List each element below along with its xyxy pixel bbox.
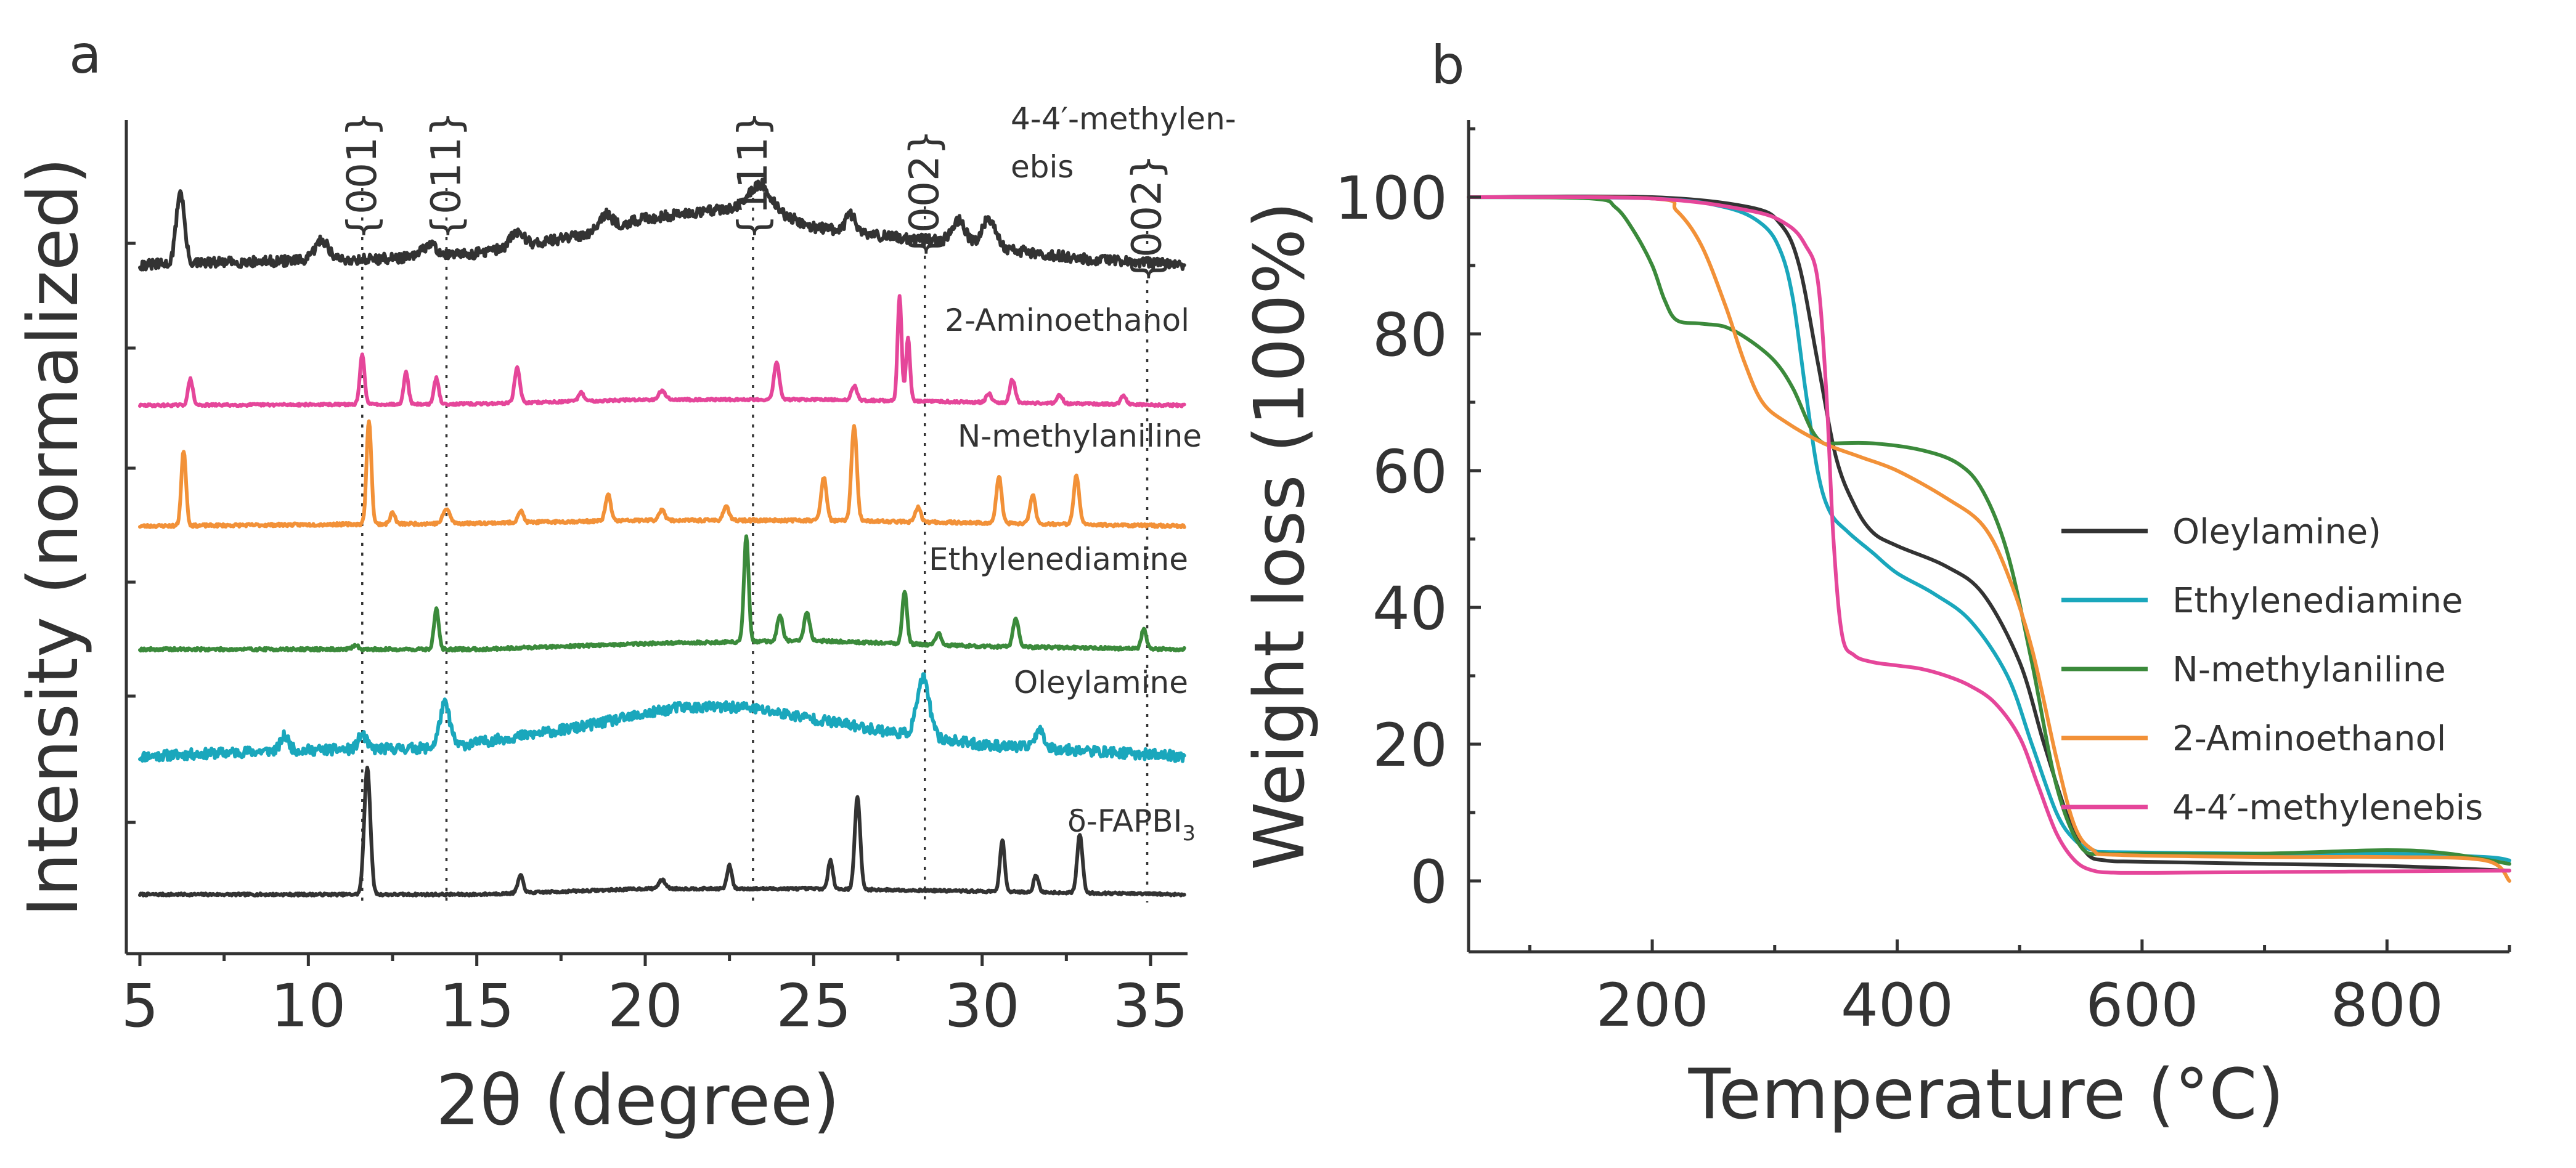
xrd-y-axis-label: Intensity (normalized): [14, 158, 94, 917]
tga-series-n-methylaniline: [1467, 195, 2511, 866]
tga-x-tick-label-200: 200: [1596, 971, 1708, 1040]
legend-label-oleylamine: Oleylamine): [2172, 512, 2381, 552]
xrd-x-tick-label-25: 25: [776, 971, 851, 1040]
tga-x-tick-label-600: 600: [2085, 971, 2198, 1040]
xrd-series-label-4: 2-Aminoethanol: [945, 302, 1189, 338]
tga-series-4-4-methylenebis: [1467, 195, 2511, 875]
tga-y-axis-label: Weight loss (100%): [1240, 201, 1320, 870]
xrd-chart: {001} {011} {111} {002} {002} δ-FAPBI3Oleyla…: [14, 101, 1236, 1141]
xrd-x-tick-label-35: 35: [1113, 971, 1188, 1040]
panel-label-a: a: [69, 24, 102, 86]
reference-label-1: {011}: [422, 111, 470, 240]
reference-label-0: {001}: [338, 111, 386, 240]
legend-label-2-aminoethanol: 2-Aminoethanol: [2172, 719, 2446, 759]
xrd-series-n-methylaniline: [138, 419, 1186, 529]
xrd-x-tick-label-30: 30: [945, 971, 1020, 1040]
tga-y-tick-label-20: 20: [1372, 711, 1448, 780]
xrd-series-label-3: N-methylaniline: [958, 418, 1202, 454]
xrd-series-label-1: Oleylamine: [1014, 665, 1188, 700]
xrd-x-tick-label-5: 5: [121, 971, 158, 1040]
legend-label-ethylenediamine: Ethylenediamine: [2172, 581, 2463, 621]
xrd-series-fapbi3: [138, 765, 1186, 898]
xrd-x-tick-label-20: 20: [608, 971, 683, 1040]
reference-label-2: {111}: [729, 111, 776, 240]
tga-y-tick-label-40: 40: [1372, 574, 1448, 643]
tga-y-tick-label-100: 100: [1335, 164, 1448, 233]
panel-label-b: b: [1431, 34, 1465, 96]
xrd-series-2-aminoethanol: [138, 294, 1186, 408]
tga-x-axis-label: Temperature (°C): [1688, 1055, 2285, 1135]
xrd-series-label-0: δ-FAPBI3: [1067, 803, 1196, 846]
tga-series-oleylamine: [1467, 194, 2511, 873]
legend-label-4-4-methylenebis: 4-4′-methylenebis: [2172, 788, 2483, 828]
xrd-x-tick-label-15: 15: [439, 971, 515, 1040]
xrd-series-oleylamine: [138, 672, 1186, 763]
tga-series-2-aminoethanol: [1467, 195, 2511, 883]
tga-x-tick-label-400: 400: [1841, 971, 1954, 1040]
xrd-series-label-2: Ethylenediamine: [929, 541, 1188, 577]
tga-x-tick-label-800: 800: [2331, 971, 2444, 1040]
tga-chart: 200 400 600 800 0 20 40 60 80 100 Oleylamine) Ethy…: [1240, 120, 2511, 1135]
legend-label-n-methylaniline: N-methylaniline: [2172, 650, 2446, 690]
tga-y-tick-label-0: 0: [1410, 848, 1448, 917]
xrd-x-axis-label: 2θ (degree): [436, 1061, 839, 1141]
xrd-series-ethylenediamine: [138, 534, 1186, 653]
tga-y-tick-label-80: 80: [1372, 301, 1448, 370]
xrd-series-4-4-methylenebis: [138, 177, 1186, 272]
xrd-x-tick-label-10: 10: [271, 971, 346, 1040]
xrd-series-label-5: 4-4′-methylen-: [1011, 101, 1236, 137]
xrd-series-label-5-line2: ebis: [1011, 149, 1074, 185]
tga-y-tick-label-60: 60: [1372, 437, 1448, 506]
